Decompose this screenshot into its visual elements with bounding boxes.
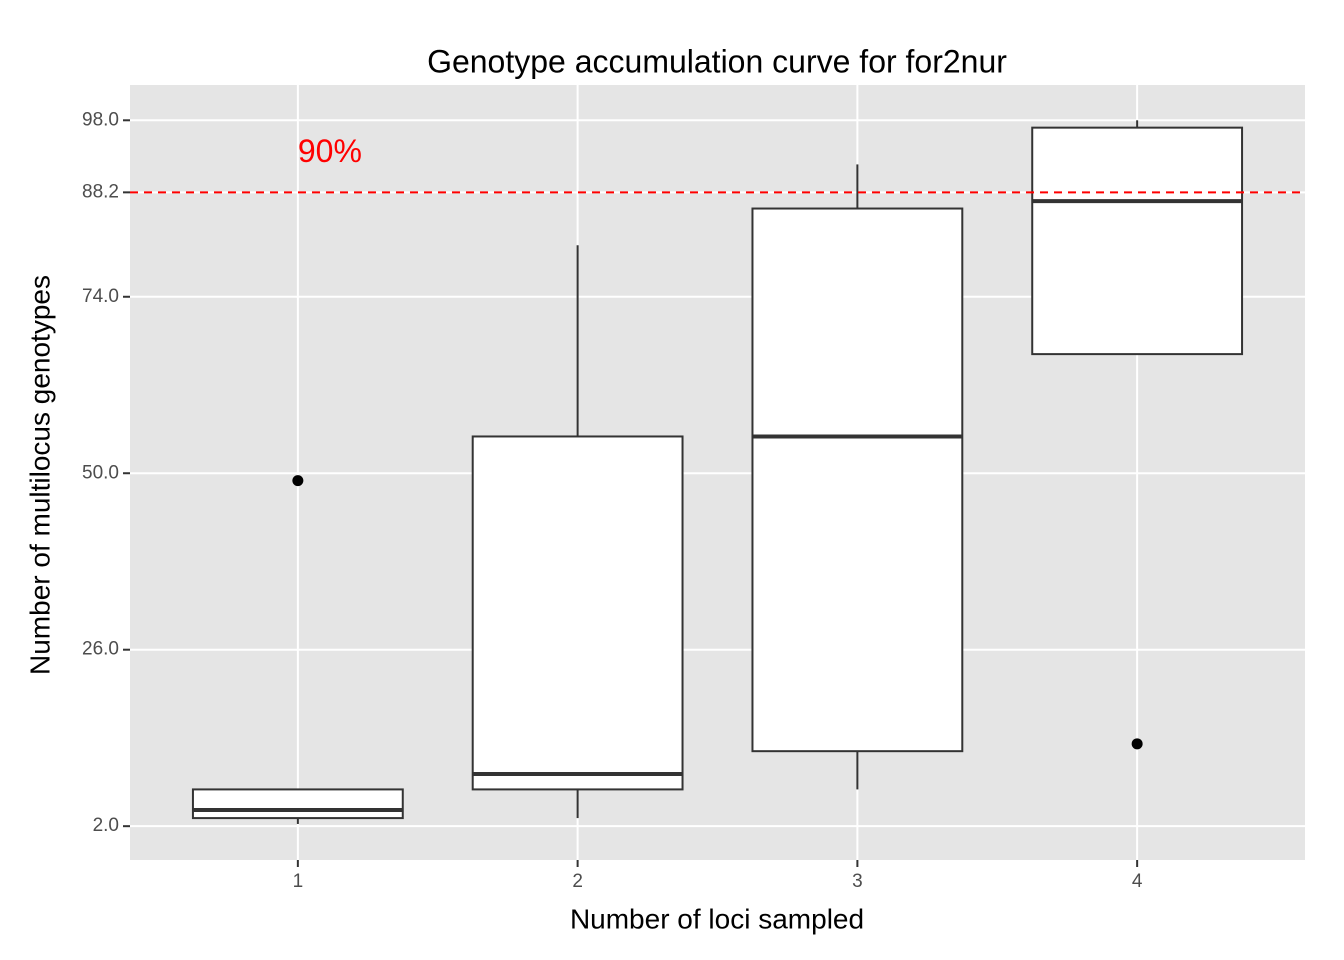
x-tick-label: 3: [852, 871, 863, 892]
y-tick-label: 98.0: [82, 109, 119, 130]
chart-title: Genotype accumulation curve for for2nur: [427, 43, 1007, 79]
outlier: [292, 475, 304, 487]
y-tick-label: 88.2: [82, 181, 119, 202]
y-axis-title: Number of multilocus genotypes: [24, 275, 55, 675]
y-tick-label: 74.0: [82, 286, 119, 307]
box: [471, 435, 684, 791]
x-tick-label: 4: [1132, 871, 1143, 892]
box: [1031, 126, 1244, 356]
box: [191, 788, 404, 820]
y-tick-label: 26.0: [82, 639, 119, 660]
x-tick-label: 1: [293, 871, 304, 892]
annotation: 90%: [298, 133, 362, 169]
y-tick-label: 2.0: [93, 815, 119, 836]
box: [751, 207, 964, 753]
outlier: [1131, 738, 1143, 750]
y-tick-label: 50.0: [82, 462, 119, 483]
x-axis-title: Number of loci sampled: [570, 903, 864, 934]
x-tick-label: 2: [572, 871, 583, 892]
